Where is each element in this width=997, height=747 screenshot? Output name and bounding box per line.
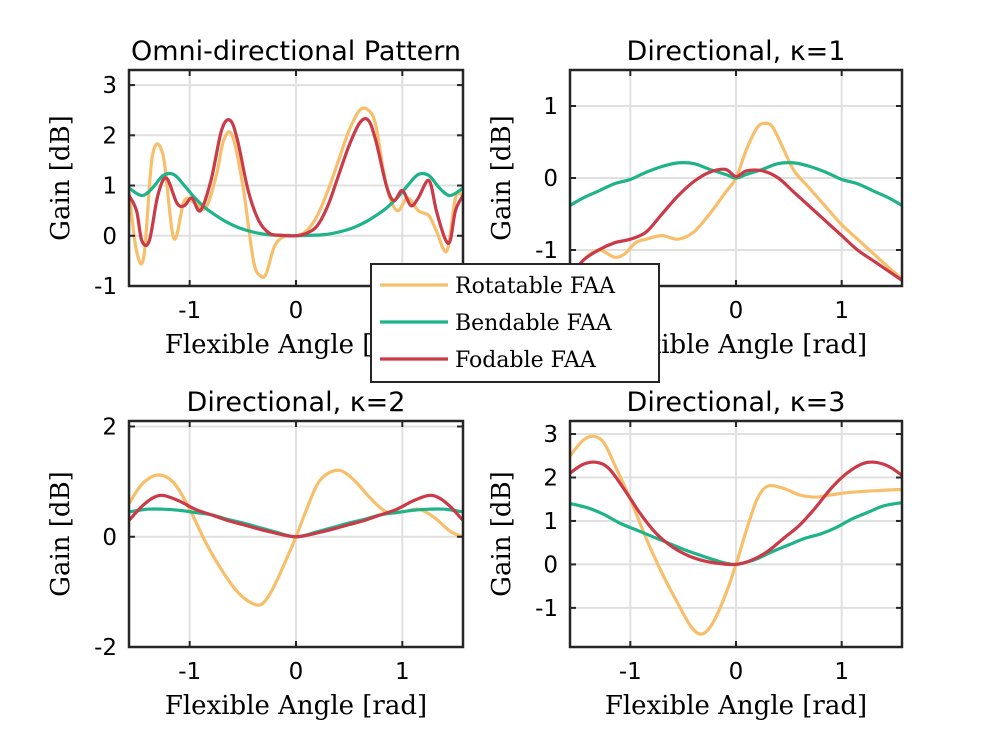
- y-tick-label: -1: [535, 238, 558, 264]
- x-tick-label: 0: [729, 659, 744, 685]
- series-line-foldable: [570, 167, 902, 282]
- y-tick-label: 3: [102, 73, 117, 99]
- y-tick-label: 0: [543, 552, 558, 578]
- y-tick-label: -1: [94, 274, 117, 300]
- y-tick-label: 2: [102, 123, 117, 149]
- series-line-rotatable: [570, 121, 902, 281]
- y-tick-label: -2: [94, 635, 117, 661]
- y-tick-label: 2: [102, 415, 117, 441]
- series-line-rotatable: [570, 434, 902, 636]
- legend-label-bendable: Bendable FAA: [455, 311, 613, 336]
- y-tick-label: 2: [543, 466, 558, 492]
- y-tick-label: 0: [102, 224, 117, 250]
- chart-title: Omni-directional Pattern: [131, 36, 461, 67]
- legend-label-foldable: Fodable FAA: [455, 348, 597, 373]
- x-tick-label: 0: [289, 659, 304, 685]
- x-axis-label: Flexible Angle [rad]: [165, 691, 427, 721]
- series-line-foldable: [129, 493, 463, 539]
- chart-title: Directional, κ=3: [627, 387, 846, 418]
- x-tick-label: 0: [729, 298, 744, 324]
- x-tick-label: 1: [834, 659, 849, 685]
- x-tick-label: 0: [289, 298, 304, 324]
- y-tick-label: -1: [535, 596, 558, 622]
- x-tick-label: 1: [834, 298, 849, 324]
- y-tick-label: 0: [102, 525, 117, 551]
- y-tick-label: 1: [543, 94, 558, 120]
- x-tick-label: 1: [395, 659, 410, 685]
- x-tick-label: -1: [178, 298, 201, 324]
- y-tick-label: 1: [102, 174, 117, 200]
- x-tick-label: -1: [178, 659, 201, 685]
- y-axis-label: Gain [dB]: [46, 471, 76, 597]
- chart-title: Directional, κ=1: [627, 36, 846, 67]
- legend-label-rotatable: Rotatable FAA: [455, 274, 616, 299]
- series-line-foldable: [570, 460, 902, 567]
- x-tick-label: -1: [619, 659, 642, 685]
- y-tick-label: 3: [543, 422, 558, 448]
- y-axis-label: Gain [dB]: [46, 115, 76, 241]
- series-line-foldable: [129, 117, 463, 248]
- y-axis-label: Gain [dB]: [487, 471, 517, 597]
- chart-panel-4: -1 0 1 -1 0 1 2 3 Directional, κ=3 Flexible Angle…: [487, 387, 904, 721]
- x-axis-label: Flexible Angle [rad]: [605, 691, 867, 721]
- y-tick-label: 1: [543, 509, 558, 535]
- legend: Rotatable FAA Bendable FAA Fodable FAA: [370, 263, 660, 383]
- y-axis-label: Gain [dB]: [487, 115, 517, 241]
- y-tick-label: 0: [543, 166, 558, 192]
- chart-panel-3: -1 0 1 -2 0 2 Directional, κ=2 Flexible Angle […: [46, 387, 465, 721]
- chart-title: Directional, κ=2: [187, 387, 406, 418]
